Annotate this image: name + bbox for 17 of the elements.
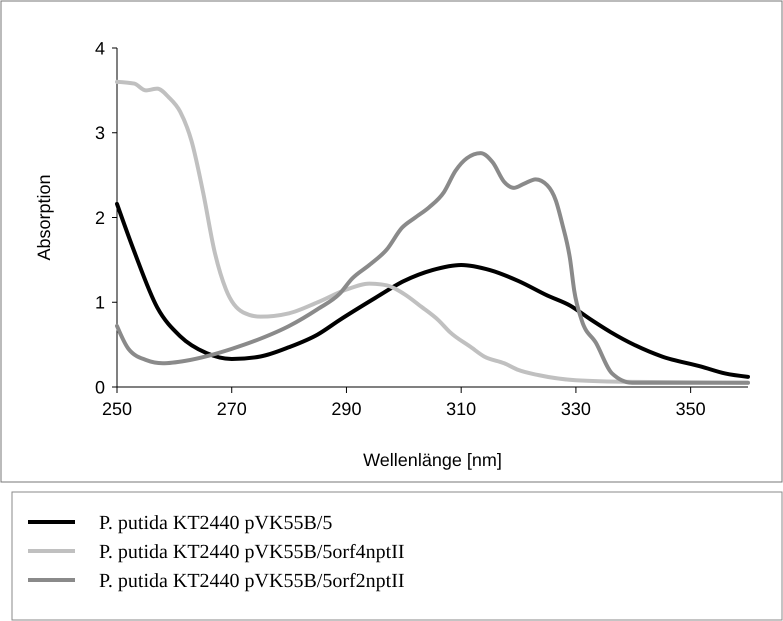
- y-tick-label: 3: [94, 123, 105, 144]
- x-tick-label: 310: [446, 399, 476, 419]
- y-axis-title: Absorption: [34, 174, 54, 261]
- y-tick-label: 0: [94, 377, 105, 398]
- legend-label: P. putida KT2440 pVK55B/5: [99, 512, 332, 534]
- x-tick-label: 250: [102, 399, 132, 419]
- y-tick-label: 2: [94, 208, 105, 228]
- x-tick-label: 350: [676, 399, 706, 419]
- legend-label: P. putida KT2440 pVK55B/5orf4nptII: [99, 541, 405, 563]
- line-series: [115, 151, 750, 385]
- x-axis-title: Wellenlänge [nm]: [363, 450, 502, 470]
- y-tick-label: 1: [94, 292, 105, 313]
- x-tick-label: 270: [216, 399, 247, 419]
- y-tick-label: 4: [94, 38, 105, 58]
- legend-label: P. putida KT2440 pVK55B/5orf2nptII: [99, 570, 405, 592]
- x-tick-label: 330: [560, 399, 591, 419]
- x-tick-label: 290: [331, 399, 362, 419]
